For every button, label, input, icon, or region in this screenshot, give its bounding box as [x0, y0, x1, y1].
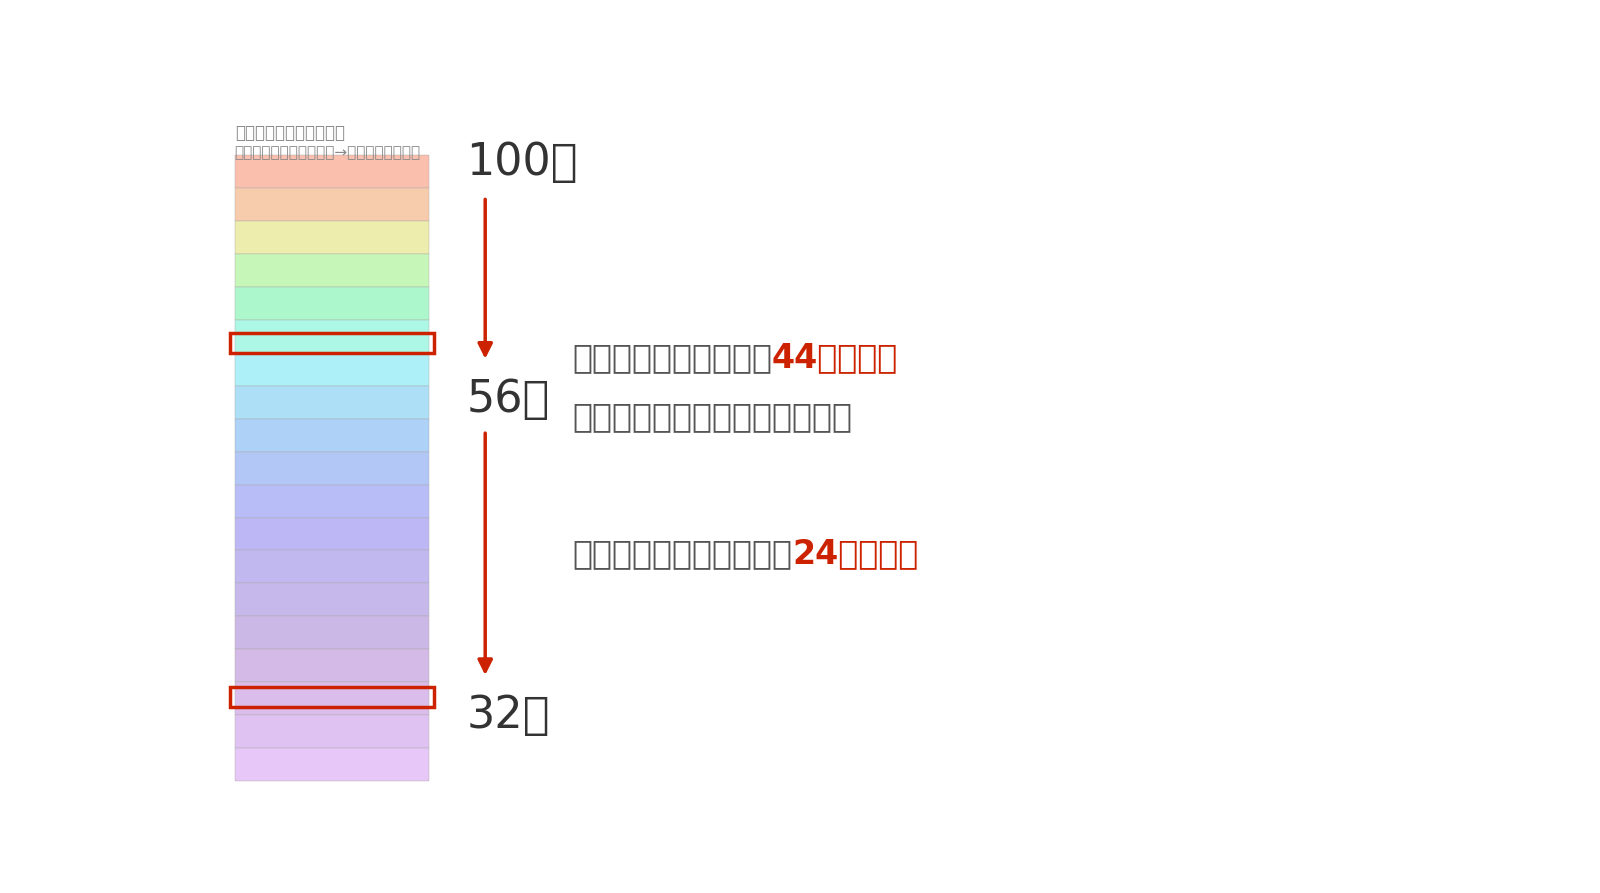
Bar: [230, 333, 434, 353]
Bar: [235, 452, 429, 485]
Bar: [235, 419, 429, 452]
Bar: [235, 715, 429, 748]
Bar: [235, 616, 429, 649]
Text: 24％の離脱: 24％の離脱: [792, 538, 918, 571]
Bar: [235, 386, 429, 419]
Text: 32％: 32％: [467, 694, 550, 738]
Text: この時点で赤色ではなくなる。: この時点で赤色ではなくなる。: [573, 400, 851, 433]
Bar: [235, 255, 429, 287]
Text: スクロールヒートマップ: スクロールヒートマップ: [235, 124, 344, 142]
Bar: [235, 682, 429, 715]
Bar: [235, 583, 429, 616]
Text: 「学習内容」箇所まで: 「学習内容」箇所まで: [573, 342, 771, 375]
Text: 100％: 100％: [467, 141, 578, 184]
Bar: [235, 287, 429, 320]
FancyArrowPatch shape: [478, 433, 491, 672]
Text: その後のコンテンツでは: その後のコンテンツでは: [573, 538, 792, 571]
FancyArrowPatch shape: [478, 199, 491, 355]
Bar: [235, 320, 429, 353]
Bar: [235, 155, 429, 188]
Text: 44％の離脱: 44％の離脱: [771, 342, 898, 375]
Bar: [235, 518, 429, 550]
Bar: [235, 188, 429, 221]
Bar: [235, 221, 429, 255]
Text: 56％: 56％: [467, 378, 550, 421]
Text: 離脱が増えるにつれて赤→青に変わっていく: 離脱が増えるにつれて赤→青に変わっていく: [235, 145, 421, 160]
Bar: [235, 485, 429, 518]
Bar: [235, 649, 429, 682]
Bar: [235, 550, 429, 583]
Bar: [235, 353, 429, 386]
Bar: [230, 687, 434, 706]
Bar: [235, 748, 429, 781]
